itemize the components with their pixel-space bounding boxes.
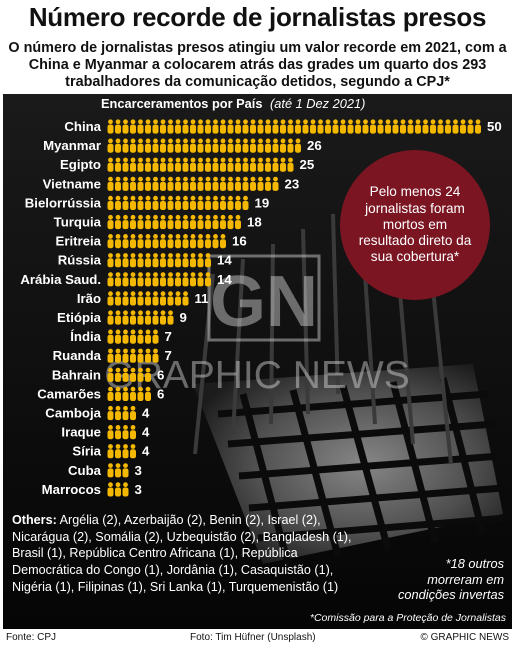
others-note: Others: Argélia (2), Azerbaijão (2), Ben… (12, 512, 362, 596)
bar (107, 329, 159, 344)
bar-row: Cuba 3 (68, 463, 142, 478)
bar-row: Etiópia 9 (57, 310, 187, 325)
bar (107, 157, 294, 172)
bar-row: Rússia 14 (58, 253, 233, 268)
category-label: Camboja (45, 406, 101, 421)
bar (107, 348, 159, 363)
bar (107, 367, 151, 382)
category-label: Iraque (61, 425, 101, 440)
value-label: 7 (165, 329, 172, 344)
category-label: Cuba (68, 463, 102, 478)
category-label: Bielorrússia (25, 195, 102, 210)
chart-title-text: Encarceramentos por País (101, 96, 262, 111)
bar (107, 195, 249, 210)
bar-row: Síria 4 (72, 444, 150, 459)
bar (107, 214, 241, 230)
bar (107, 405, 136, 421)
category-label: Myanmar (43, 138, 101, 153)
category-label: Bahrain (52, 367, 101, 382)
value-label: 7 (165, 348, 172, 363)
value-label: 11 (195, 291, 209, 306)
bar-row: Arábia Saud. 14 (20, 272, 232, 287)
bar-row: Bielorrússia 19 (25, 195, 269, 210)
others-died-note: *18 outros morreram em condições inverta… (398, 556, 504, 602)
bar-row: Ruanda 7 (53, 348, 172, 363)
bar (107, 425, 136, 440)
chart-date: (até 1 Dez 2021) (270, 96, 365, 111)
bar (107, 310, 174, 325)
chart-title: Encarceramentos por País (até 1 Dez 2021… (101, 96, 365, 111)
category-label: Camarões (37, 386, 101, 401)
killed-callout: Pelo menos 24 jornalistas foram mortos e… (340, 150, 490, 300)
category-label: Vietname (43, 176, 101, 191)
category-label: Turquia (54, 215, 102, 230)
bar (107, 386, 151, 401)
others-label: Others: (12, 513, 57, 527)
bar (107, 176, 279, 191)
category-label: Síria (72, 444, 101, 459)
bar (107, 253, 211, 268)
bar-row: Camboja 4 (45, 406, 150, 421)
bar (107, 463, 129, 478)
category-label: Marrocos (42, 482, 101, 497)
category-label: Rússia (58, 253, 102, 268)
value-label: 9 (180, 310, 187, 325)
bar-row: Irão 11 (77, 291, 209, 306)
bar-row: Vietname 23 (43, 176, 300, 191)
value-label: 6 (157, 386, 164, 401)
category-label: Irão (77, 291, 101, 306)
bar-row: Eritreia 16 (56, 234, 247, 249)
category-label: Egipto (60, 157, 101, 172)
bar-row: Turquia 18 (54, 215, 262, 230)
bar-row: Índia 7 (70, 329, 172, 344)
category-label: Ruanda (53, 348, 102, 363)
page-subtitle: O número de jornalistas presos atingiu u… (8, 40, 507, 90)
bar-row: Camarões 6 (37, 386, 164, 401)
photo-credit: Foto: Tim Hüfner (Unsplash) (190, 632, 316, 643)
bar-row: Myanmar 26 (43, 138, 322, 153)
value-label: 14 (217, 253, 232, 268)
others-text: Argélia (2), Azerbaijão (2), Benin (2), … (12, 513, 352, 594)
value-label: 50 (487, 119, 502, 134)
bar-row: China 50 (64, 119, 501, 134)
category-label: Etiópia (57, 310, 102, 325)
chart-marks: China 50 Myanmar 26 Egipto 25 Vietname 23 Bielor… (20, 119, 501, 497)
value-label: 25 (300, 157, 315, 172)
copyright: © GRAPHIC NEWS (420, 632, 510, 643)
category-label: Índia (70, 329, 101, 344)
bar (107, 291, 189, 306)
value-label: 26 (307, 138, 322, 153)
bar (107, 119, 481, 134)
bar (107, 482, 129, 497)
value-label: 4 (142, 444, 150, 459)
category-label: China (64, 119, 101, 134)
bar-row: Marrocos 3 (42, 482, 142, 497)
bar (107, 234, 226, 249)
watermark-logo: GN (210, 262, 318, 342)
page-title: Número recorde de jornalistas presos (28, 2, 487, 32)
value-label: 4 (142, 425, 150, 440)
killed-callout-text: Pelo menos 24 jornalistas foram mortos e… (358, 184, 472, 265)
value-label: 3 (135, 482, 142, 497)
value-label: 6 (157, 367, 164, 382)
value-label: 19 (255, 195, 270, 210)
bar-row: Iraque 4 (61, 425, 150, 440)
bar (107, 138, 301, 153)
bar-row: Bahrain 6 (52, 367, 164, 382)
bar-row: Egipto 25 (60, 157, 314, 172)
value-label: 23 (285, 176, 300, 191)
bar (107, 444, 136, 459)
chart-panel: GN GRAPHIC NEWS Encarceramentos por País… (3, 94, 512, 629)
source-credit: Fonte: CPJ (6, 632, 57, 643)
bar (107, 272, 211, 287)
value-label: 18 (247, 215, 262, 230)
value-label: 14 (217, 272, 232, 287)
value-label: 4 (142, 406, 150, 421)
cpj-footnote: *Comissão para a Proteção de Jornalistas (309, 612, 506, 624)
category-label: Eritreia (56, 234, 102, 249)
value-label: 16 (232, 234, 247, 249)
category-label: Arábia Saud. (20, 272, 101, 287)
value-label: 3 (135, 463, 142, 478)
